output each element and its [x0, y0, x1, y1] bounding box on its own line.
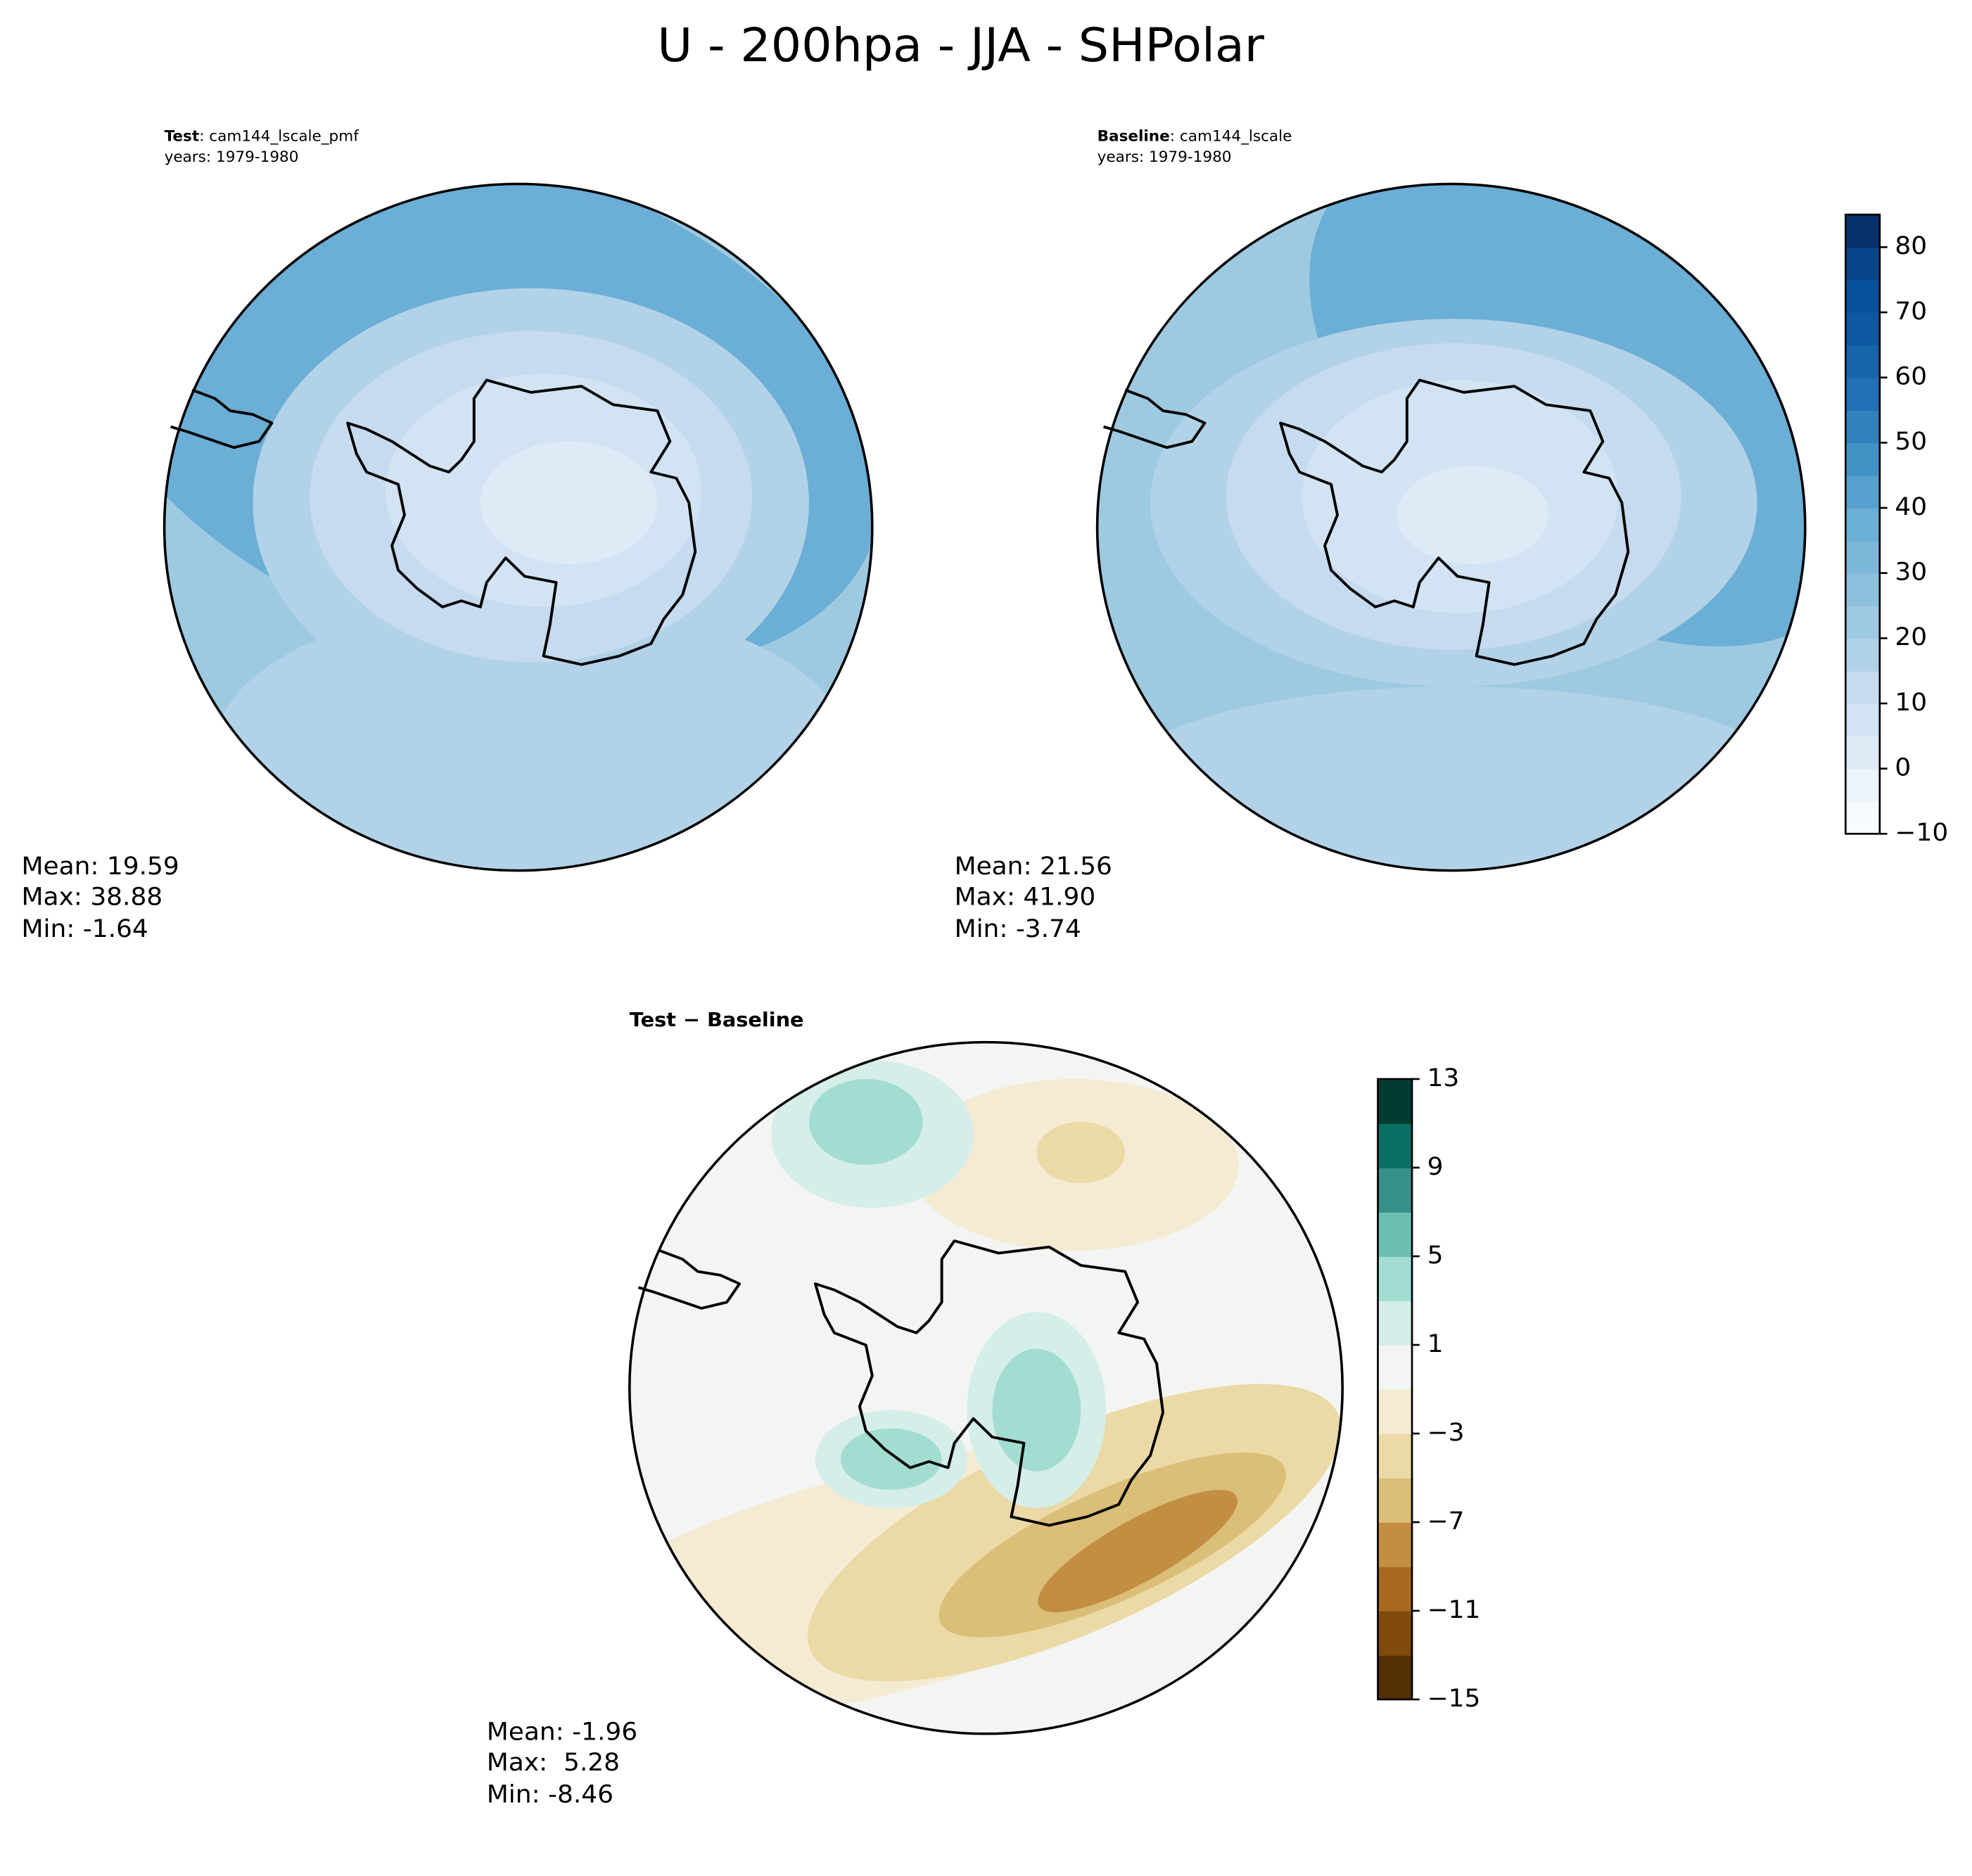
colorbar-band	[1845, 247, 1880, 281]
colorbar-tick-label: 10	[1895, 688, 1927, 716]
colorbar-tick-label: −7	[1427, 1507, 1465, 1535]
colorbar-band	[1845, 377, 1880, 411]
colorbar-band	[1845, 670, 1880, 704]
colorbar-tick-label: 30	[1895, 558, 1927, 586]
stat: Mean: -1.96	[487, 1718, 637, 1746]
colorbar-band	[1378, 1654, 1413, 1700]
colorbar-tick-label: 60	[1895, 362, 1927, 390]
panel-case: : cam144_lscale_pmf	[199, 128, 359, 146]
colorbar-tick-label: 1	[1427, 1329, 1444, 1358]
colorbar-tick-label: 50	[1895, 428, 1927, 456]
colorbar-band	[1378, 1344, 1413, 1390]
colorbar-tick-label: 9	[1427, 1152, 1444, 1180]
stat: Min: -8.46	[487, 1780, 613, 1808]
colorbar-band	[1378, 1300, 1413, 1346]
colorbar-band	[1845, 638, 1880, 672]
colorbar-tick-label: 70	[1895, 297, 1927, 325]
colorbar-band	[1845, 312, 1880, 346]
colorbar-band	[1845, 279, 1880, 313]
colorbar-band	[1378, 1566, 1413, 1612]
colorbar-band	[1845, 215, 1880, 248]
colorbar-frame	[1844, 213, 1881, 835]
colorbar-band	[1378, 1256, 1413, 1301]
colorbar-tick-label: 40	[1895, 492, 1927, 521]
figure-title: U - 200hpa - JJA - SHPolar	[657, 18, 1264, 72]
colorbar-tick-label: 0	[1895, 753, 1911, 781]
stat: Min: -1.64	[22, 914, 148, 943]
colorbar-band	[1378, 1433, 1413, 1479]
panel-case: : cam144_lscale	[1170, 128, 1292, 146]
colorbar-tick-label: 13	[1427, 1064, 1460, 1092]
panel-label: Baseline	[1098, 128, 1170, 146]
colorbar-tick-label: 5	[1427, 1241, 1444, 1269]
panel-label: Test	[165, 128, 200, 146]
colorbar-band	[1378, 1167, 1413, 1213]
colorbar-band	[1845, 573, 1880, 606]
colorbar-tick-label: −15	[1427, 1684, 1481, 1712]
colorbar-band	[1845, 442, 1880, 476]
colorbar-tick-label: 80	[1895, 232, 1927, 260]
colorbar-band	[1845, 475, 1880, 509]
colorbar-band	[1378, 1211, 1413, 1257]
colorbar-tick-label: −11	[1427, 1595, 1481, 1623]
colorbar-band	[1378, 1521, 1413, 1567]
colorbar-band	[1378, 1123, 1413, 1168]
panel-header: Test: cam144_lscale_pmf	[165, 128, 360, 146]
map	[629, 1042, 1343, 1734]
panel-label: Test − Baseline	[630, 1008, 804, 1030]
colorbar-band	[1845, 703, 1880, 737]
map	[164, 184, 872, 871]
stat: Mean: 19.59	[22, 852, 179, 880]
panel-header: Baseline: cam144_lscale	[1098, 128, 1292, 146]
colorbar-band	[1378, 1610, 1413, 1656]
colorbar-band	[1845, 508, 1880, 542]
colorbar-tick-label: −10	[1895, 819, 1948, 847]
colorbar-band	[1845, 801, 1880, 835]
colorbar-band	[1378, 1477, 1413, 1523]
panel-years: years: 1979-1980	[1098, 148, 1232, 166]
colorbar-band	[1378, 1078, 1413, 1124]
colorbar-tick-label: 20	[1895, 623, 1927, 651]
colorbar-tick-label: −3	[1427, 1418, 1465, 1446]
colorbar-band	[1845, 768, 1880, 802]
colorbar-band	[1378, 1389, 1413, 1434]
colorbar-band	[1845, 410, 1880, 444]
stat: Max: 41.90	[955, 883, 1096, 911]
colorbar-band	[1845, 345, 1880, 378]
panel-years: years: 1979-1980	[165, 148, 299, 166]
stat: Max: 5.28	[487, 1749, 620, 1777]
stat: Max: 38.88	[22, 883, 163, 911]
colorbar-band	[1845, 540, 1880, 574]
colorbar-frame	[1377, 1078, 1413, 1701]
colorbar-band	[1845, 736, 1880, 770]
stat: Min: -3.74	[955, 914, 1081, 943]
colorbar-band	[1845, 606, 1880, 639]
stat: Mean: 21.56	[955, 852, 1112, 880]
